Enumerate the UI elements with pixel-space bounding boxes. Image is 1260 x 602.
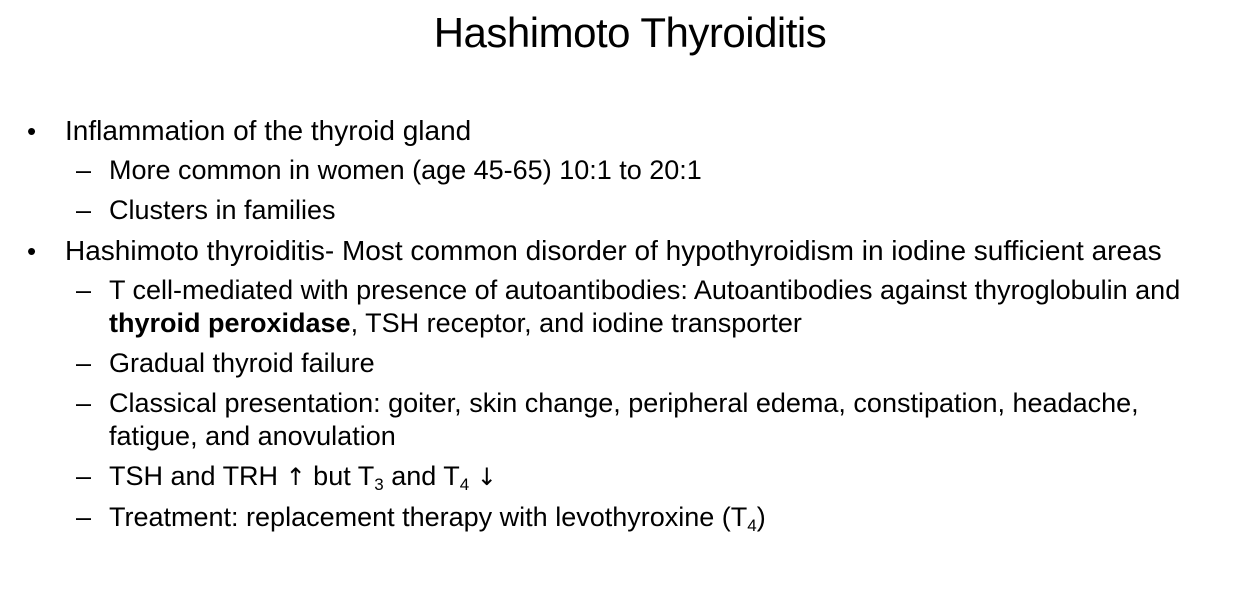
sub-item-tcell: – T cell-mediated with presence of autoa… bbox=[0, 274, 1260, 340]
sub-item-text: Gradual thyroid failure bbox=[109, 348, 375, 378]
bullet-text: Hashimoto thyroiditis- Most common disor… bbox=[65, 235, 1162, 266]
sub-item-text: but T bbox=[305, 461, 375, 491]
sub-item-gradual: – Gradual thyroid failure bbox=[0, 347, 1260, 380]
down-arrow-icon: ↓ bbox=[476, 463, 497, 491]
dash-icon: – bbox=[76, 388, 92, 418]
bullet-icon: • bbox=[27, 116, 37, 146]
sub-item-text: T cell-mediated with presence of autoant… bbox=[109, 275, 1181, 305]
sub-item-text: ) bbox=[756, 502, 766, 532]
bullet-text: Inflammation of the thyroid gland bbox=[65, 115, 472, 146]
sub-item-text: Treatment: replacement therapy with levo… bbox=[109, 502, 748, 532]
bullet-icon: • bbox=[27, 236, 37, 266]
sub-item-text: More common in women (age 45-65) 10:1 to… bbox=[109, 155, 702, 185]
dash-icon: – bbox=[76, 155, 92, 185]
dash-icon: – bbox=[76, 195, 92, 225]
sub-item-text: Classical presentation: goiter, skin cha… bbox=[109, 388, 1139, 451]
sub-item-treatment: – Treatment: replacement therapy with le… bbox=[0, 501, 1260, 534]
bullet-item-inflammation: • Inflammation of the thyroid gland bbox=[0, 114, 1260, 148]
bullet-item-hashimoto: • Hashimoto thyroiditis- Most common dis… bbox=[0, 234, 1260, 268]
dash-icon: – bbox=[76, 275, 92, 305]
dash-icon: – bbox=[76, 502, 92, 532]
subscript: 4 bbox=[459, 475, 470, 494]
sub-item-families: – Clusters in families bbox=[0, 194, 1260, 227]
sub-item-text-cont: , TSH receptor, and iodine transporter bbox=[350, 308, 802, 338]
subscript: 3 bbox=[374, 475, 384, 494]
sub-item-text: and T bbox=[383, 461, 460, 491]
subscript: 4 bbox=[747, 516, 757, 535]
sub-item-women: – More common in women (age 45-65) 10:1 … bbox=[0, 154, 1260, 187]
sub-item-text: Clusters in families bbox=[109, 195, 336, 225]
slide-content: • Inflammation of the thyroid gland – Mo… bbox=[0, 114, 1260, 541]
dash-icon: – bbox=[76, 348, 92, 378]
sub-item-text: TSH and TRH bbox=[109, 461, 286, 491]
slide-title: Hashimoto Thyroiditis bbox=[433, 9, 827, 56]
up-arrow-icon: ↑ bbox=[285, 463, 306, 491]
sub-item-tsh: – TSH and TRH ↑ but T3 and T4 ↓ bbox=[0, 460, 1260, 494]
bold-term: thyroid peroxidase bbox=[109, 308, 351, 338]
sub-item-presentation: – Classical presentation: goiter, skin c… bbox=[0, 387, 1260, 453]
dash-icon: – bbox=[76, 461, 92, 491]
